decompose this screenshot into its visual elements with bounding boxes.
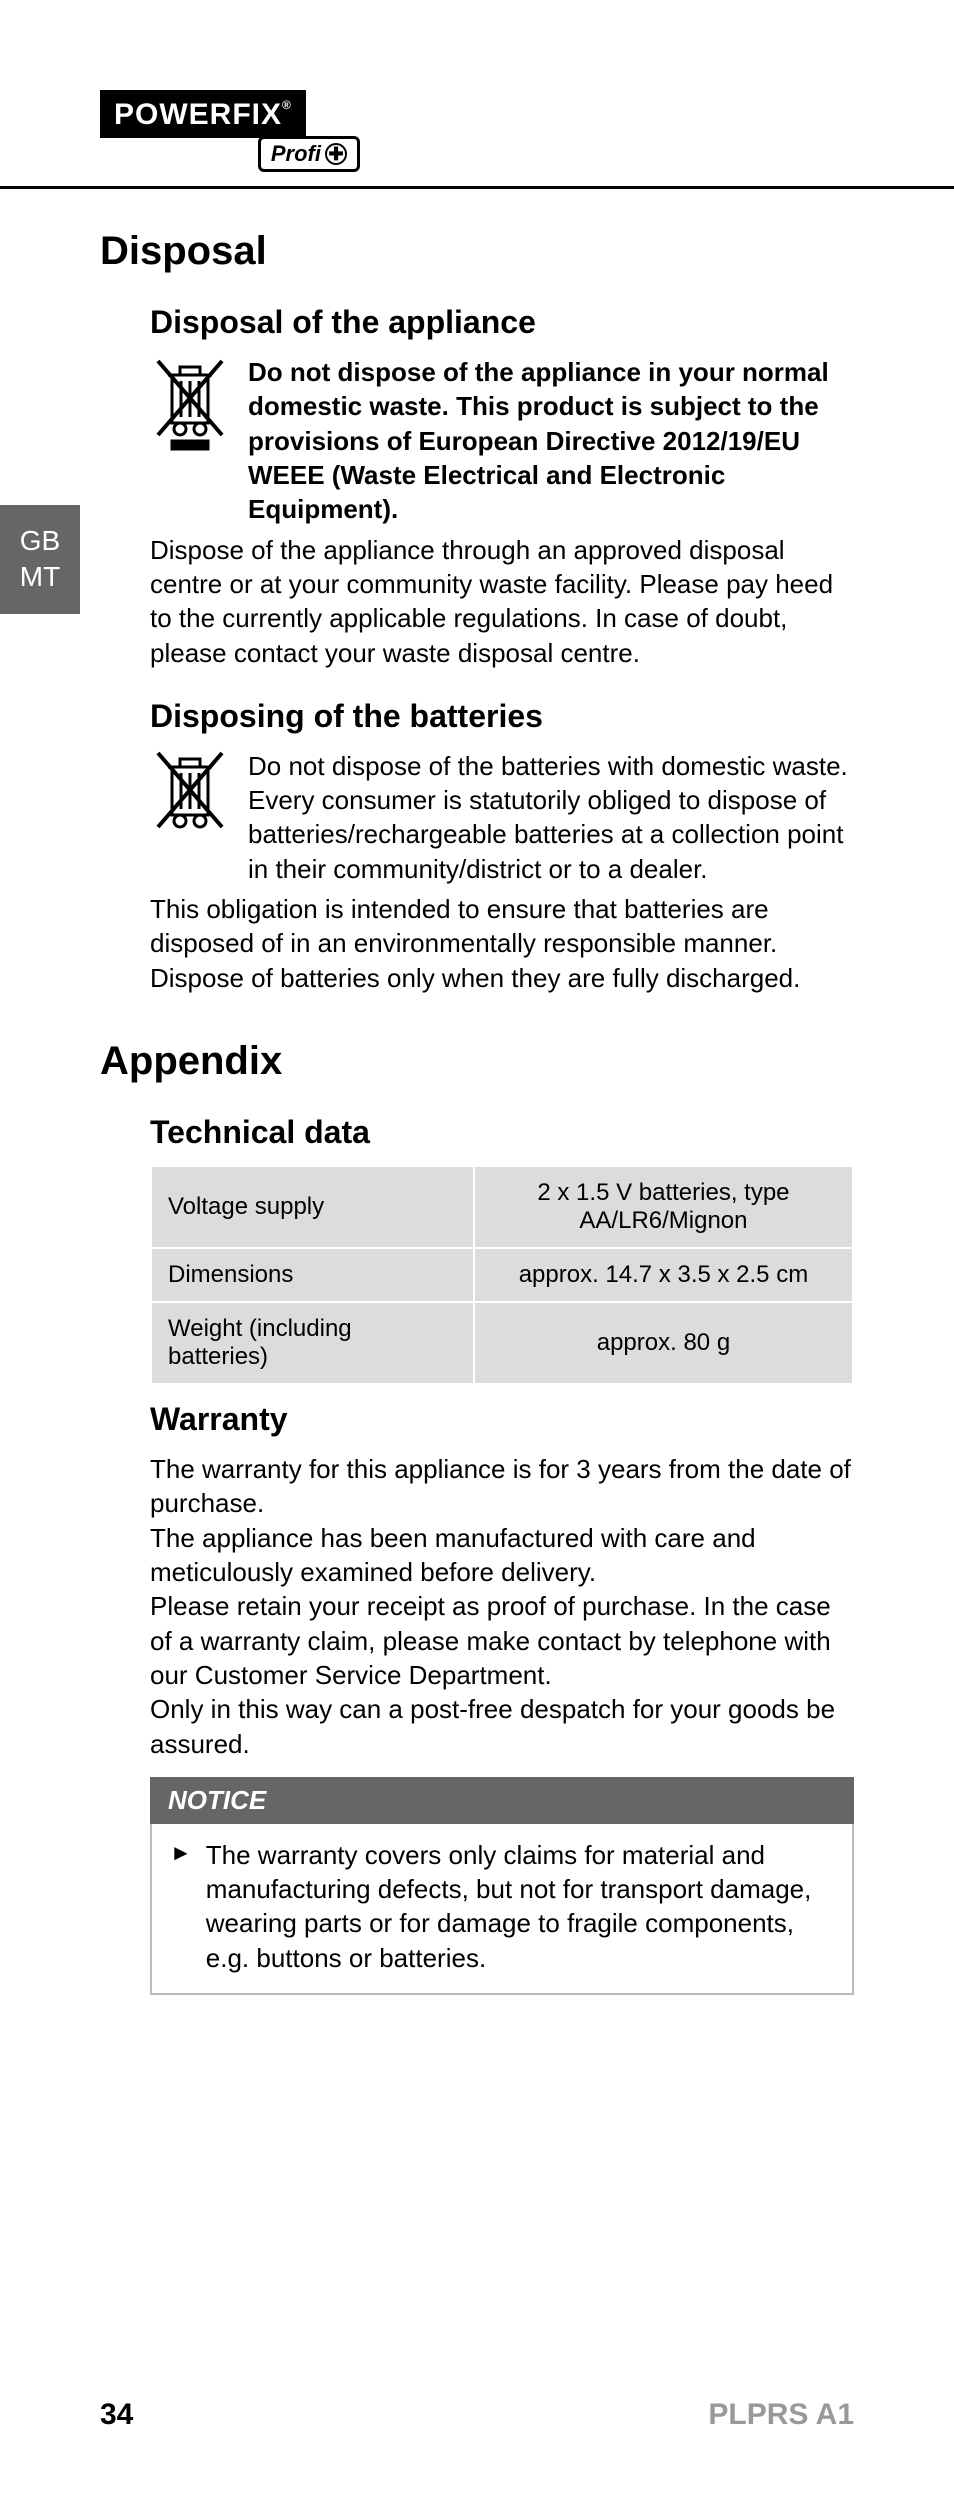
registered-mark: ® xyxy=(282,98,292,112)
batteries-para2: This obligation is intended to ensure th… xyxy=(150,892,854,995)
tech-value: approx. 14.7 x 3.5 x 2.5 cm xyxy=(474,1248,853,1302)
appendix-heading: Appendix xyxy=(100,1039,854,1084)
warranty-p3: Please retain your receipt as proof of p… xyxy=(150,1589,854,1692)
weee-bin-icon xyxy=(150,355,230,527)
page-number: 34 xyxy=(100,2398,133,2432)
batteries-para1: Do not dispose of the batteries with dom… xyxy=(248,749,854,886)
notice-header: NOTICE xyxy=(150,1777,854,1824)
bullet-arrow-icon: ► xyxy=(170,1838,192,1975)
disposal-appliance-block: Do not dispose of the appliance in your … xyxy=(150,355,854,527)
brand-logo: POWERFIX® Profi ✚ xyxy=(100,90,360,172)
lang-gb: GB xyxy=(0,523,80,559)
tech-label: Dimensions xyxy=(151,1248,474,1302)
warranty-p2: The appliance has been manufactured with… xyxy=(150,1521,854,1590)
model-code: PLPRS A1 xyxy=(708,2398,854,2432)
disposal-heading: Disposal xyxy=(100,229,854,274)
table-row: Voltage supply 2 x 1.5 V batteries, type… xyxy=(151,1166,853,1248)
disposal-appliance-bold: Do not dispose of the appliance in your … xyxy=(248,355,854,527)
lang-mt: MT xyxy=(0,559,80,595)
notice-text: The warranty covers only claims for mate… xyxy=(206,1838,834,1975)
disposal-appliance-heading: Disposal of the appliance xyxy=(150,304,854,341)
logo-main: POWERFIX® xyxy=(100,90,306,138)
table-row: Weight (including batteries) approx. 80 … xyxy=(151,1302,853,1384)
tech-value: 2 x 1.5 V batteries, type AA/LR6/Mignon xyxy=(474,1166,853,1248)
manual-page: POWERFIX® Profi ✚ GB MT Disposal Disposa… xyxy=(0,0,954,2502)
logo-sub-text: Profi xyxy=(271,141,321,167)
table-row: Dimensions approx. 14.7 x 3.5 x 2.5 cm xyxy=(151,1248,853,1302)
disposal-batteries-heading: Disposing of the batteries xyxy=(150,698,854,735)
logo-text: POWERFIX xyxy=(114,98,282,131)
disposal-appliance-body: Dispose of the appliance through an appr… xyxy=(150,533,854,670)
technical-data-heading: Technical data xyxy=(150,1114,854,1151)
warranty-heading: Warranty xyxy=(150,1401,854,1438)
battery-bin-icon xyxy=(150,749,230,886)
technical-data-table: Voltage supply 2 x 1.5 V batteries, type… xyxy=(150,1165,854,1385)
warranty-p1: The warranty for this appliance is for 3… xyxy=(150,1452,854,1521)
tech-label: Weight (including batteries) xyxy=(151,1302,474,1384)
header-rule xyxy=(0,186,954,189)
tech-value: approx. 80 g xyxy=(474,1302,853,1384)
disposal-batteries-block: Do not dispose of the batteries with dom… xyxy=(150,749,854,886)
tech-label: Voltage supply xyxy=(151,1166,474,1248)
plus-icon: ✚ xyxy=(325,143,347,165)
notice-box: ► The warranty covers only claims for ma… xyxy=(150,1824,854,1995)
warranty-p4: Only in this way can a post-free despatc… xyxy=(150,1692,854,1761)
logo-subtitle: Profi ✚ xyxy=(258,136,360,172)
page-footer: 34 PLPRS A1 xyxy=(100,2398,854,2432)
language-tab: GB MT xyxy=(0,505,80,614)
